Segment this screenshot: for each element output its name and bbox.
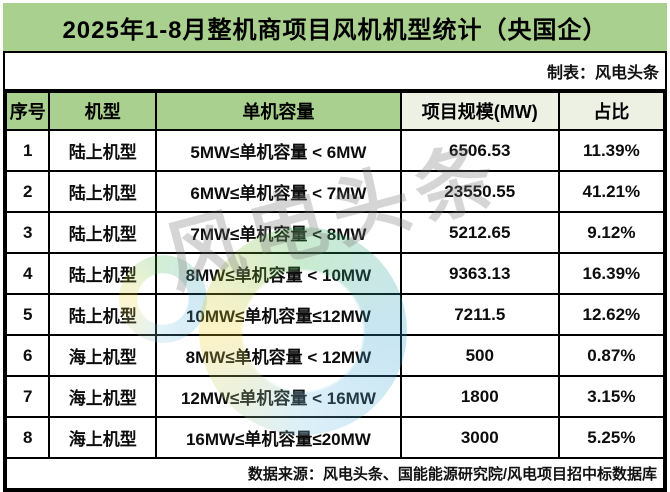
cell-capacity-range: 7MW≤单机容量 < 8MW <box>155 211 402 254</box>
cell-model-type: 陆上机型 <box>48 129 158 172</box>
cell-project-scale-mw: 9363.13 <box>399 252 560 295</box>
cell-model-type: 海上机型 <box>48 416 158 459</box>
table-body: 1 陆上机型 5MW≤单机容量 < 6MW 6506.53 11.39% 2 陆上机型 6MW… <box>4 129 666 459</box>
cell-index: 1 <box>4 129 51 172</box>
cell-index: 6 <box>4 334 51 377</box>
cell-capacity-range: 8MW≤单机容量 < 10MW <box>155 252 402 295</box>
table-row: 5 陆上机型 10MW≤单机容量≤12MW 7211.5 12.62% <box>4 293 666 336</box>
cell-share-percent: 0.87% <box>557 334 666 377</box>
cell-capacity-range: 6MW≤单机容量 < 7MW <box>155 170 402 213</box>
cell-share-percent: 16.39% <box>557 252 666 295</box>
cell-model-type: 陆上机型 <box>48 170 158 213</box>
cell-project-scale-mw: 5212.65 <box>399 211 560 254</box>
stats-sheet: 2025年1-8月整机商项目风机机型统计（央国企） 制表：风电头条 序号 机型 … <box>3 3 667 492</box>
cell-share-percent: 5.25% <box>557 416 666 459</box>
column-header-model-type: 机型 <box>48 91 158 131</box>
cell-index: 8 <box>4 416 51 459</box>
table-row: 6 海上机型 8MW≤单机容量 < 12MW 500 0.87% <box>4 334 666 377</box>
cell-project-scale-mw: 3000 <box>399 416 560 459</box>
cell-index: 5 <box>4 293 51 336</box>
cell-capacity-range: 10MW≤单机容量≤12MW <box>155 293 402 336</box>
cell-project-scale-mw: 23550.55 <box>399 170 560 213</box>
table-frame: 制表：风电头条 序号 机型 单机容量 项目规模(MW) 占比 1 陆上机型 5MW≤… <box>3 51 667 492</box>
cell-model-type: 陆上机型 <box>48 211 158 254</box>
cell-share-percent: 11.39% <box>557 129 666 172</box>
table-row: 8 海上机型 16MW≤单机容量≤20MW 3000 5.25% <box>4 416 666 459</box>
cell-index: 4 <box>4 252 51 295</box>
cell-capacity-range: 16MW≤单机容量≤20MW <box>155 416 402 459</box>
table-row: 1 陆上机型 5MW≤单机容量 < 6MW 6506.53 11.39% <box>4 129 666 172</box>
cell-index: 2 <box>4 170 51 213</box>
column-header-share: 占比 <box>557 91 666 131</box>
cell-share-percent: 41.21% <box>557 170 666 213</box>
column-header-index: 序号 <box>4 91 51 131</box>
cell-project-scale-mw: 500 <box>399 334 560 377</box>
cell-model-type: 陆上机型 <box>48 293 158 336</box>
credit-note: 制表：风电头条 <box>5 53 665 91</box>
table-row: 7 海上机型 12MW≤单机容量 < 16MW 1800 3.15% <box>4 375 666 418</box>
cell-model-type: 海上机型 <box>48 334 158 377</box>
table-row: 3 陆上机型 7MW≤单机容量 < 8MW 5212.65 9.12% <box>4 211 666 254</box>
cell-project-scale-mw: 7211.5 <box>399 293 560 336</box>
header-row: 序号 机型 单机容量 项目规模(MW) 占比 <box>4 91 666 131</box>
wind-turbine-stats-table: 序号 机型 单机容量 项目规模(MW) 占比 1 陆上机型 5MW≤单机容量 < 6… <box>4 91 666 490</box>
cell-capacity-range: 8MW≤单机容量 < 12MW <box>155 334 402 377</box>
cell-model-type: 陆上机型 <box>48 252 158 295</box>
cell-capacity-range: 12MW≤单机容量 < 16MW <box>155 375 402 418</box>
cell-model-type: 海上机型 <box>48 375 158 418</box>
cell-capacity-range: 5MW≤单机容量 < 6MW <box>155 129 402 172</box>
cell-index: 3 <box>4 211 51 254</box>
cell-share-percent: 3.15% <box>557 375 666 418</box>
table-row: 2 陆上机型 6MW≤单机容量 < 7MW 23550.55 41.21% <box>4 170 666 213</box>
page-title: 2025年1-8月整机商项目风机机型统计（央国企） <box>3 3 667 51</box>
cell-share-percent: 9.12% <box>557 211 666 254</box>
cell-share-percent: 12.62% <box>557 293 666 336</box>
table-row: 4 陆上机型 8MW≤单机容量 < 10MW 9363.13 16.39% <box>4 252 666 295</box>
column-header-project-scale: 项目规模(MW) <box>399 91 560 131</box>
cell-project-scale-mw: 1800 <box>399 375 560 418</box>
cell-index: 7 <box>4 375 51 418</box>
cell-project-scale-mw: 6506.53 <box>399 129 560 172</box>
column-header-capacity-range: 单机容量 <box>155 91 402 131</box>
